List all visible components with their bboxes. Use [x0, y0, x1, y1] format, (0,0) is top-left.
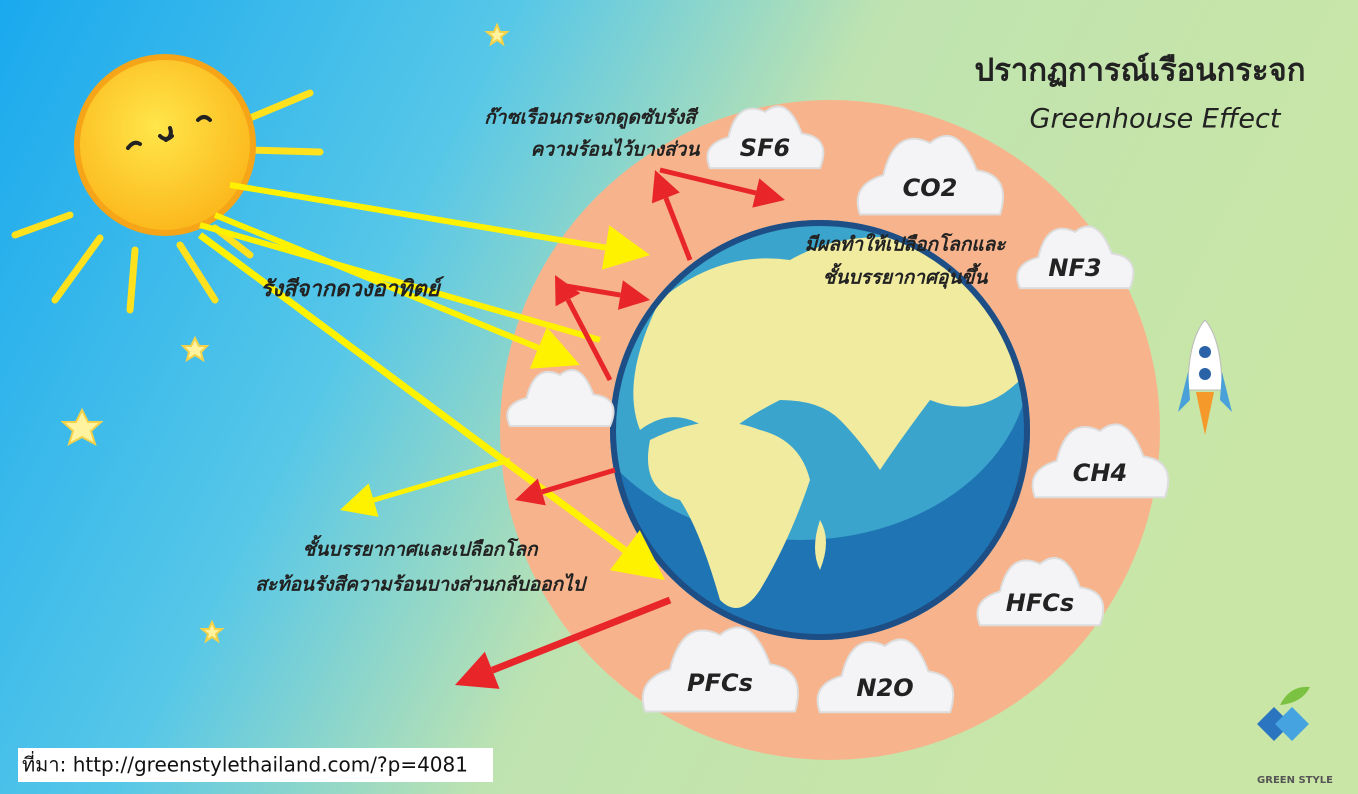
gas-label: PFCs	[687, 669, 753, 697]
arrow-shaft	[490, 596, 672, 674]
arrow-head	[455, 651, 500, 689]
rocket	[1178, 319, 1232, 435]
arrow	[213, 212, 580, 369]
gas-label: NF3	[1048, 254, 1101, 282]
sun	[11, 89, 324, 314]
cloud-shape	[641, 626, 799, 713]
stars	[60, 22, 510, 644]
arrow-head	[555, 275, 581, 307]
earth-outline	[610, 220, 1030, 640]
cloud-shape	[1016, 225, 1135, 290]
gas-label: CO2	[903, 174, 958, 202]
arrow	[515, 467, 616, 506]
source: ที่มา: http://greenstylethailand.com/?p=…	[22, 751, 468, 777]
arrow-shaft	[659, 167, 757, 196]
arrow	[555, 275, 613, 382]
arrow-shaft	[541, 467, 616, 495]
reflect-label: สะท้อนรังสีความร้อนบางส่วนกลับออกไป	[255, 573, 587, 596]
clouds: SF6 CO2 NF3 CH4 HFCs N2O PFCs	[506, 105, 1170, 714]
logo: GREEN STYLE	[1257, 686, 1333, 786]
cloud-shape	[976, 556, 1105, 627]
absorb-label: ก๊าซเรือนกระจกดูดซับรังสี	[484, 107, 699, 130]
gas-label: N2O	[856, 674, 913, 702]
cloud: N2O	[816, 638, 955, 714]
arrow	[455, 596, 672, 689]
gas-label: CH4	[1073, 459, 1127, 487]
arrow-head	[617, 280, 650, 310]
logo-text: GREEN STYLE	[1257, 775, 1333, 786]
cloud: CO2	[856, 134, 1004, 216]
cloud-shape	[816, 638, 955, 714]
warm-label: ชั้นบรรยากาศอุ่นขึ้น	[823, 263, 989, 290]
gas-label: SF6	[740, 134, 790, 162]
arrow	[340, 457, 511, 517]
sun-label: รังสีจากดวงอาทิตย์	[260, 276, 444, 302]
arrow-head	[601, 225, 650, 270]
cloud: HFCs	[976, 556, 1105, 627]
earth-surface	[615, 225, 1025, 635]
arrow-shaft	[663, 197, 693, 261]
arrow-head	[651, 170, 680, 204]
arrow	[197, 232, 665, 580]
arrow-head	[752, 178, 785, 208]
arrow-shaft	[197, 232, 627, 554]
arrows	[197, 167, 785, 689]
arrow-shaft	[213, 212, 540, 351]
arrow-shaft	[565, 298, 613, 382]
cloud-shape	[706, 105, 825, 170]
cloud: PFCs	[641, 626, 799, 713]
arrow-shaft	[372, 457, 511, 503]
cloud	[506, 369, 615, 427]
subtitle: Greenhouse Effect	[1030, 104, 1282, 135]
cloud-shape	[1031, 423, 1170, 499]
arrow-shaft	[229, 182, 607, 251]
arrow	[229, 182, 650, 270]
arrow-head	[609, 530, 665, 580]
cloud: SF6	[706, 105, 825, 170]
gas-label: HFCs	[1006, 589, 1074, 617]
arrow-head	[529, 327, 580, 369]
arrow	[659, 167, 785, 208]
arrow-head	[340, 483, 379, 517]
cloud-shape	[856, 134, 1004, 216]
warm-label: มีผลทำให้เปลือกโลกและ	[805, 233, 1008, 256]
title: ปรากฏการณ์เรือนกระจก	[975, 53, 1306, 89]
source-box	[18, 748, 493, 782]
absorb-label: ความร้อนไว้บางส่วน	[531, 138, 701, 161]
arrow-shaft	[199, 222, 601, 343]
arrow	[199, 222, 601, 343]
cloud: CH4	[1031, 423, 1170, 499]
cloud-shape	[506, 369, 615, 427]
sun-face	[126, 115, 212, 150]
reflect-label: ชั้นบรรยากาศและเปลือกโลก	[303, 535, 539, 561]
cloud: NF3	[1016, 225, 1135, 290]
sun-disc	[74, 54, 256, 236]
arrow	[651, 170, 693, 261]
arrow-head	[515, 478, 546, 506]
